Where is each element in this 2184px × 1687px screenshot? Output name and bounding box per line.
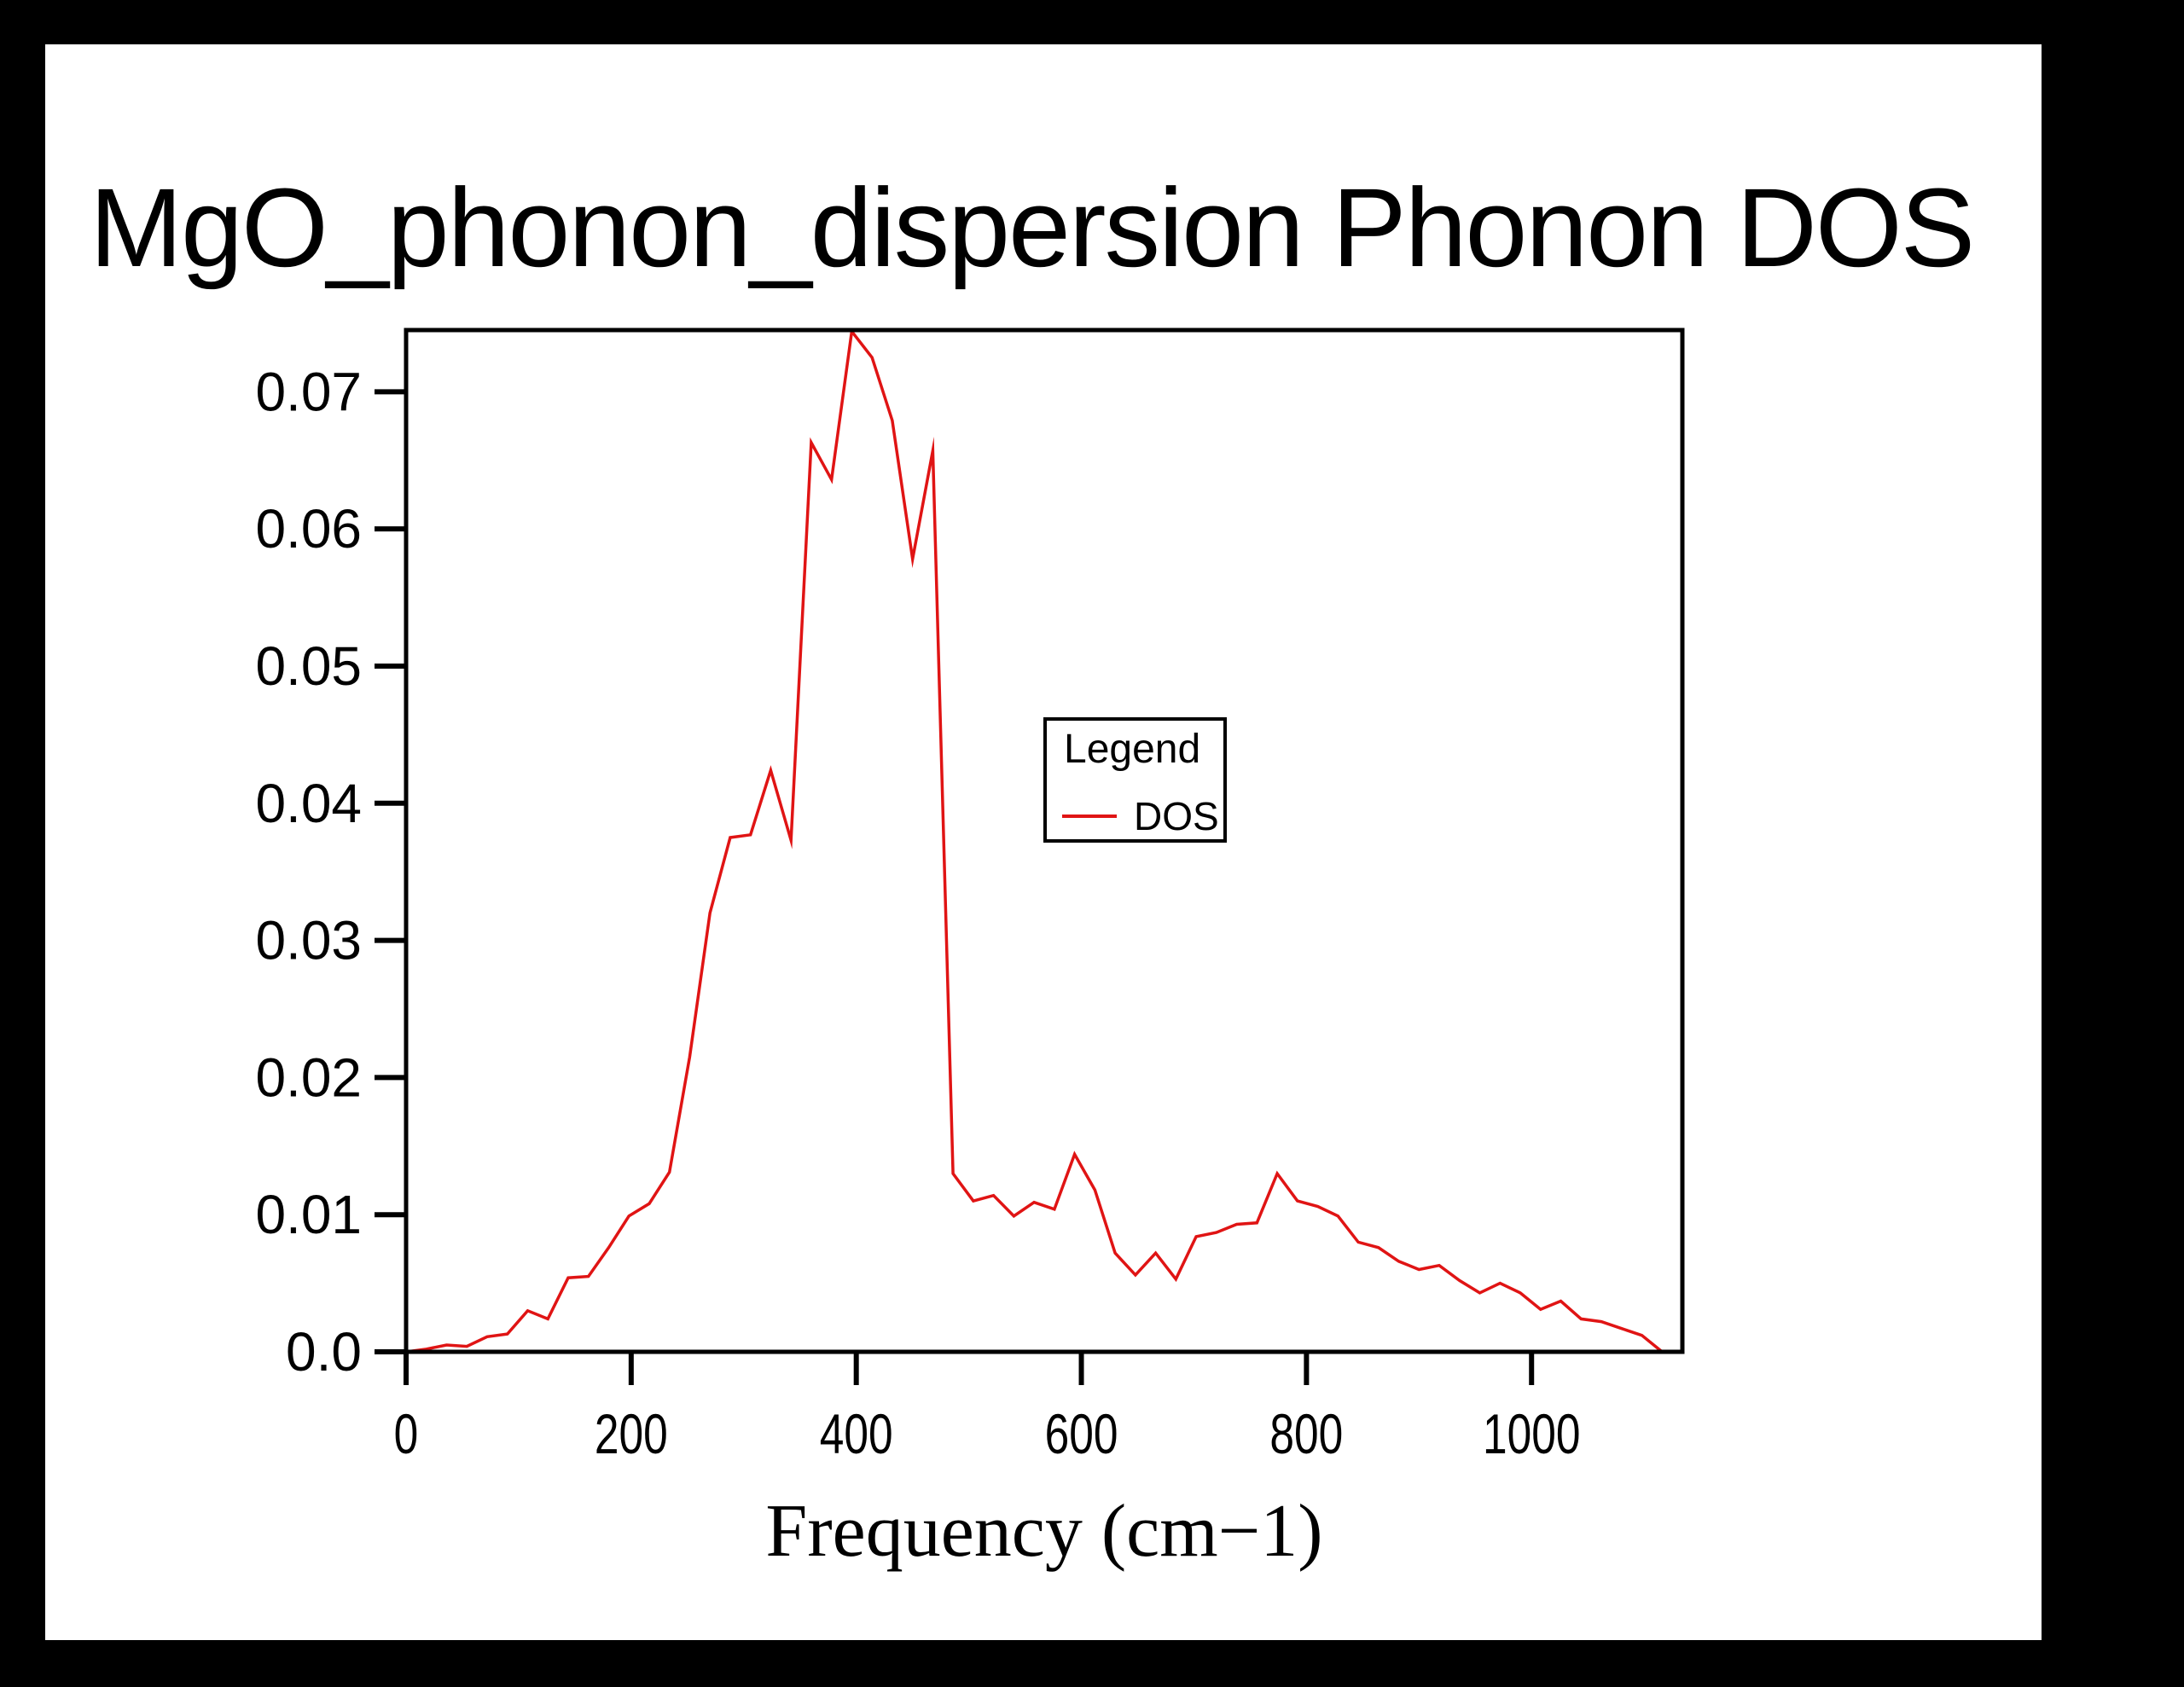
y-tick-label: 0.06 [255, 498, 362, 559]
legend-title: Legend [1064, 727, 1201, 772]
legend-box: Legend DOS [1043, 717, 1227, 843]
x-tick-label: 1000 [1483, 1402, 1580, 1466]
legend-entry: DOS [1062, 794, 1219, 838]
y-tick-label: 0.01 [255, 1184, 362, 1245]
y-tick-label: 0.02 [255, 1046, 362, 1108]
x-tick-label: 200 [595, 1402, 668, 1466]
frequency-axis-label: Frequency (cm−1) [765, 1490, 1323, 1573]
legend-entry-label: DOS [1134, 794, 1219, 838]
y-tick-label: 0.04 [255, 773, 362, 834]
chart-title: MgO_phonon_dispersion Phonon DOS [90, 165, 1975, 290]
plot-area: 0 200 400 600 800 1000 0.0 0.01 0.02 0.03 0.04 0.05… [255, 328, 1685, 1466]
x-tick-label: 600 [1045, 1402, 1118, 1466]
x-tick-label: 400 [820, 1402, 893, 1466]
plot-frame [404, 328, 1685, 1354]
y-tick-label: 0.07 [255, 361, 362, 422]
y-tick-label: 0.0 [286, 1321, 362, 1383]
x-tick-label: 800 [1269, 1402, 1343, 1466]
x-tick-label: 0 [394, 1402, 419, 1466]
dos-curve [405, 330, 1664, 1354]
y-tick-label: 0.05 [255, 635, 362, 697]
y-tick-label: 0.03 [255, 910, 362, 971]
plot-canvas: MgO_phonon_dispersion Phonon DOS 0 200 400… [45, 44, 2042, 1640]
legend-line-swatch [1062, 815, 1117, 818]
